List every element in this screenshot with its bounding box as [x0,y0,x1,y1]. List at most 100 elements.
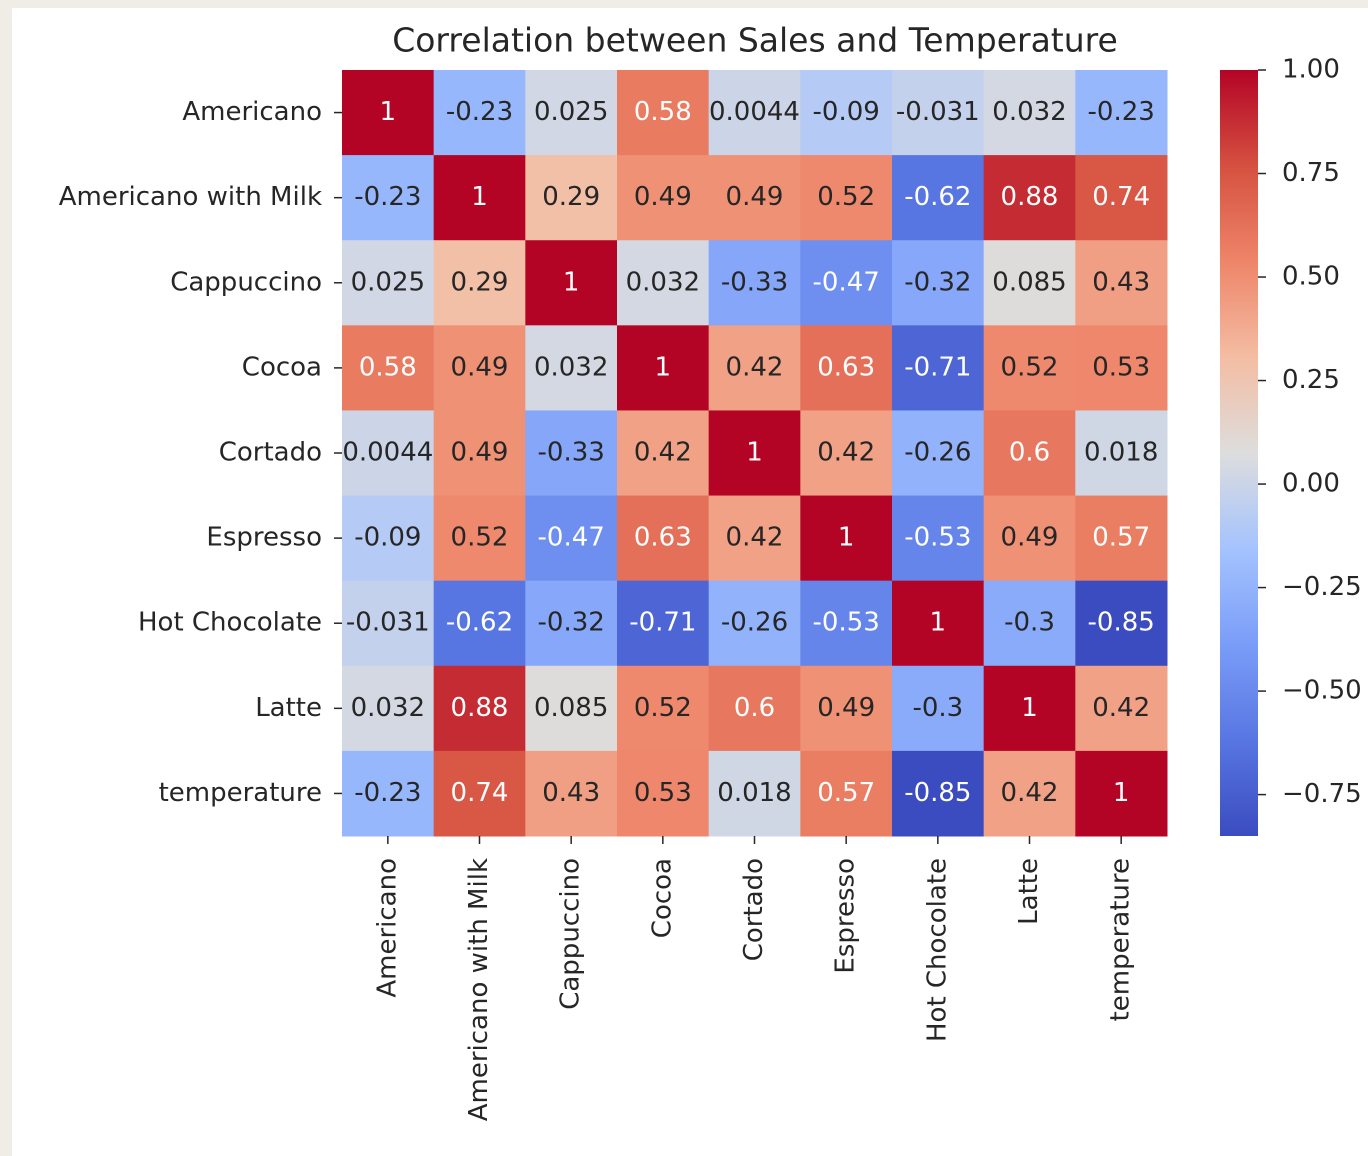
cell-label: -0.71 [904,352,971,382]
heatmap-cell [433,410,526,497]
cell-label: 0.88 [451,693,509,723]
cell-label: 0.52 [634,693,692,723]
heatmap-cell [433,325,526,411]
y-tick-label: Americano [182,97,322,127]
heatmap-cell [892,240,985,326]
cell-label: 0.74 [1092,182,1150,212]
heatmap-cell [525,410,618,497]
heatmap-cell [525,495,618,582]
cell-label: 0.53 [634,778,692,808]
heatmap-cell [983,495,1076,582]
heatmap-cell [800,580,893,667]
cell-label: -0.26 [721,608,788,638]
heatmap-cell [892,70,985,156]
heatmap-cell [525,665,618,752]
cell-label: 0.49 [451,352,509,382]
cell-label: 0.42 [634,438,692,468]
heatmap-cell [1075,580,1168,667]
cell-label: 0.032 [626,267,700,297]
cell-label: 0.52 [451,523,509,553]
y-tick-label: Americano with Milk [59,182,322,212]
cell-label: 0.49 [1001,523,1059,553]
cell-label: -0.23 [354,778,421,808]
cell-label: 0.29 [542,182,600,212]
heatmap-cell [433,665,526,752]
cell-label: -0.32 [904,267,971,297]
cell-label: -0.47 [538,523,605,553]
cell-label: 0.57 [1092,523,1150,553]
cell-label: 1 [471,182,488,212]
cell-label: 1 [380,97,397,127]
cell-label: 0.018 [717,778,791,808]
heatmap-cell [983,325,1076,411]
heatmap-cell [1075,325,1168,411]
heatmap-cell [708,410,801,497]
heatmap-cell [433,155,526,241]
cell-label: 0.025 [351,267,425,297]
heatmap-cell [342,155,435,241]
colorbar-tick-label: 0.25 [1282,365,1340,395]
heatmap-cell [342,750,435,837]
x-tick-label: Latte [1014,858,1044,925]
cell-label: 0.29 [451,267,509,297]
heatmap-cell [800,155,893,241]
cell-label: -0.53 [904,523,971,553]
cell-label: -0.09 [354,523,421,553]
heatmap-cell [617,325,710,411]
cell-label: 1 [1021,693,1038,723]
heatmap-cell [433,495,526,582]
cell-label: 0.42 [726,352,784,382]
heatmap-cell [1075,750,1168,837]
heatmap-cell [892,155,985,241]
y-tick-label: Hot Chocolate [138,608,322,638]
y-tick-label: Espresso [206,523,322,553]
heatmap-cell [525,580,618,667]
x-tick-label: temperature [1106,858,1136,1021]
heatmap-cell [525,240,618,326]
heatmap-cell [342,495,435,582]
heatmap-cell [708,325,801,411]
cell-label: 0.52 [817,182,875,212]
heatmap-cell [800,665,893,752]
cell-label: 0.42 [1092,693,1150,723]
cell-label: 0.58 [634,97,692,127]
heatmap-cell [892,750,985,837]
colorbar-tick-label: 0.00 [1282,469,1340,499]
heatmap-cell [800,410,893,497]
heatmap-cell [983,750,1076,837]
cell-label: -0.62 [904,182,971,212]
cell-label: -0.23 [446,97,513,127]
colorbar-tick-label: −0.75 [1282,779,1362,809]
cell-label: -0.23 [354,182,421,212]
heatmap-cell [983,240,1076,326]
heatmap-cell [433,580,526,667]
x-tick-label: Americano with Milk [464,858,494,1121]
heatmap-cell [708,155,801,241]
cell-label: 0.63 [634,523,692,553]
colorbar-tick-label: −0.25 [1282,572,1362,602]
x-tick-label: Americano [372,858,402,998]
cell-label: 0.49 [817,693,875,723]
heatmap-cell [617,750,710,837]
heatmap-cell [708,495,801,582]
chart-title: Correlation between Sales and Temperatur… [392,21,1118,60]
heatmap-cell [617,665,710,752]
cell-label: 0.43 [542,778,600,808]
cell-label: -0.031 [896,97,980,127]
y-tick-label: Latte [255,693,322,723]
y-tick-label: Cortado [219,438,322,468]
cell-label: 0.53 [1092,352,1150,382]
cell-label: 0.032 [992,97,1066,127]
heatmap-cell [892,580,985,667]
cell-label: 0.57 [817,778,875,808]
y-tick-label: temperature [159,778,322,808]
colorbar-tick-label: 1.00 [1282,55,1340,85]
cell-label: -0.62 [446,608,513,638]
heatmap-cell [800,240,893,326]
heatmap-cell [617,410,710,497]
heatmap-cell [708,240,801,326]
cell-label: 0.085 [534,693,608,723]
cell-label: 0.88 [1001,182,1059,212]
cell-label: 1 [1113,778,1130,808]
